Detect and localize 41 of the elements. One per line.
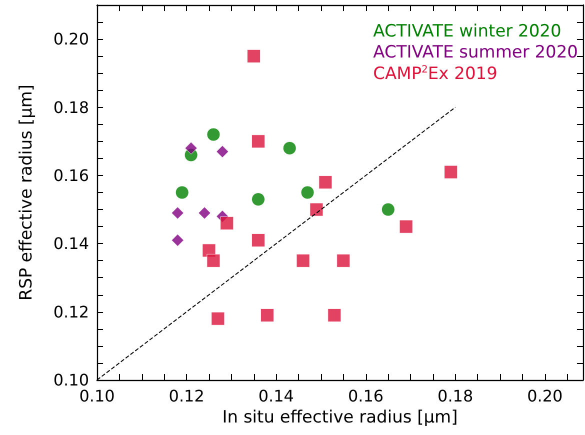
y-axis-title: RSP effective radius [μm] <box>16 84 36 301</box>
point <box>184 142 198 154</box>
point <box>171 234 184 246</box>
y-tick-label: 0.12 <box>53 302 89 322</box>
point <box>318 176 332 190</box>
point <box>175 186 189 200</box>
point <box>336 254 350 268</box>
y-tick-label: 0.10 <box>53 370 89 390</box>
text: ACTIVATE summer 2020 <box>373 42 578 62</box>
point <box>247 49 261 63</box>
point <box>216 145 229 158</box>
x-tick-label: 0.14 <box>258 386 294 406</box>
point <box>206 128 220 142</box>
y-tick-label: 0.16 <box>53 166 89 185</box>
point <box>328 308 342 322</box>
point <box>300 186 314 200</box>
point <box>282 141 296 155</box>
point <box>260 308 274 322</box>
point <box>252 233 266 247</box>
text: ACTIVATE winter 2020 <box>373 22 562 42</box>
point <box>220 216 234 230</box>
point <box>444 165 458 179</box>
point <box>211 312 225 326</box>
point <box>252 134 266 148</box>
point <box>310 202 324 216</box>
y-tick-label: 0.20 <box>53 30 89 49</box>
x-tick-label: 0.18 <box>438 386 474 406</box>
x-tick-label: 0.16 <box>348 386 384 406</box>
point <box>206 254 220 268</box>
y-tick-label: 0.14 <box>53 234 89 254</box>
y-tick-label: 0.18 <box>53 98 89 117</box>
point <box>171 206 184 220</box>
x-tick-label: 0.12 <box>168 386 204 406</box>
point <box>381 202 395 216</box>
point <box>252 192 266 206</box>
point <box>399 220 413 234</box>
x-axis-title: In situ effective radius [μm] <box>222 407 458 428</box>
x-tick-label: 0.20 <box>527 386 563 406</box>
point <box>296 254 310 268</box>
x-tick-label: 0.10 <box>79 386 115 406</box>
point <box>198 206 211 220</box>
